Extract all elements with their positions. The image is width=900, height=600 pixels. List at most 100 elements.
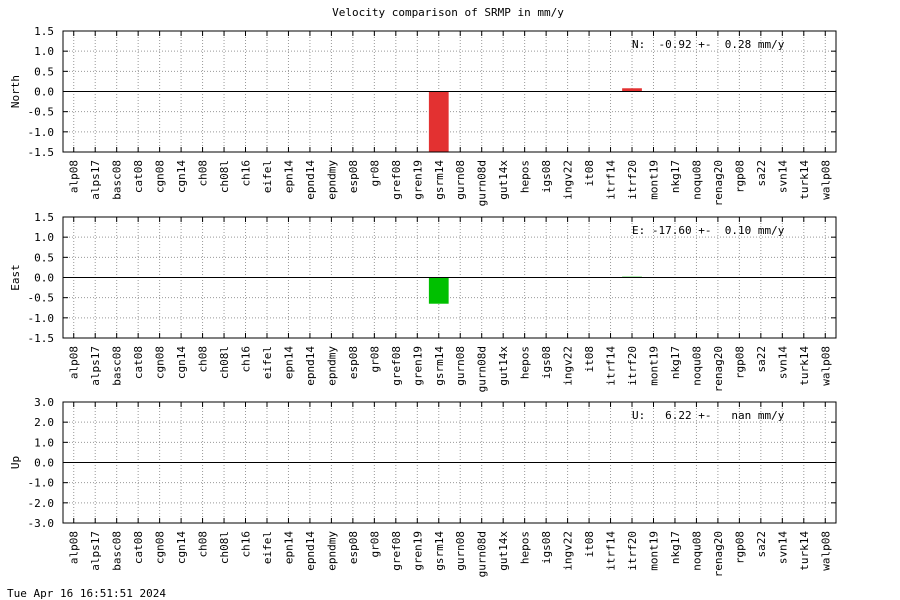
bar <box>428 91 449 152</box>
x-tick-label: alps17 <box>89 160 102 200</box>
panel: -1.5 -1.0 -0.5 0.0 0.5 1.0 1.5 alp08 alps17 basc0… <box>9 25 837 206</box>
x-tick-label: alp08 <box>68 531 81 564</box>
x-tick-label: cgn08 <box>154 160 167 193</box>
x-tick-label: turk14 <box>798 160 811 200</box>
x-tick-label: ch08 <box>197 346 210 373</box>
x-tick-label: hepos <box>519 346 532 379</box>
x-tick-label: gsrm14 <box>433 531 446 571</box>
x-tick-label: alp08 <box>68 346 81 379</box>
y-tick-label: -1.5 <box>28 332 55 345</box>
x-tick-label: epndmy <box>325 346 338 386</box>
x-tick-label: ch08 <box>197 160 210 187</box>
x-tick-label: ch08l <box>218 160 231 193</box>
x-tick-label: rgp08 <box>733 160 746 193</box>
y-tick-label: -3.0 <box>28 517 55 530</box>
y-tick-label: -1.5 <box>28 146 55 159</box>
x-tick-label: renag20 <box>712 531 725 577</box>
x-tick-label: gut14x <box>497 346 510 386</box>
x-tick-label: epn14 <box>282 531 295 564</box>
y-axis-label: East <box>9 264 22 291</box>
x-tick-label: hepos <box>519 160 532 193</box>
x-tick-label: gut14x <box>497 160 510 200</box>
y-tick-label: -1.0 <box>28 312 55 325</box>
x-tick-label: gr08 <box>368 346 381 373</box>
x-tick-label: walp08 <box>819 531 832 571</box>
x-tick-label: hepos <box>519 531 532 564</box>
x-tick-label: gref08 <box>390 160 403 200</box>
x-tick-label: gut14x <box>497 531 510 571</box>
x-tick-label: cat08 <box>132 160 145 193</box>
x-tick-label: cgn14 <box>175 346 188 379</box>
x-tick-label: gren19 <box>411 531 424 571</box>
x-tick-label: gurn08 <box>454 531 467 571</box>
x-tick-label: esp08 <box>347 160 360 193</box>
y-tick-label: 0.0 <box>34 86 54 99</box>
x-tick-label: cat08 <box>132 531 145 564</box>
y-tick-label: -2.0 <box>28 497 55 510</box>
x-tick-label: epn14 <box>282 160 295 193</box>
y-tick-label: -0.5 <box>28 106 55 119</box>
plot-frame <box>62 30 837 153</box>
y-tick-label: 1.5 <box>34 25 54 38</box>
x-tick-label: ch08 <box>197 531 210 558</box>
x-tick-label: sa22 <box>755 346 768 373</box>
x-tick-label: basc08 <box>111 346 124 386</box>
x-tick-label: ch16 <box>240 531 253 558</box>
x-tick-label: ch16 <box>240 346 253 373</box>
y-tick-label: 2.0 <box>34 416 54 429</box>
timestamp: Tue Apr 16 16:51:51 2024 <box>7 587 166 600</box>
x-tick-label: itrf20 <box>626 531 639 571</box>
x-tick-label: it08 <box>583 531 596 558</box>
x-tick-label: gr08 <box>368 160 381 187</box>
x-tick-label: gren19 <box>411 160 424 200</box>
chart-title: Velocity comparison of SRMP in mm/y <box>332 6 564 19</box>
x-tick-label: nkg17 <box>669 531 682 564</box>
x-tick-label: igs08 <box>540 346 553 379</box>
x-tick-label: itrf14 <box>605 160 618 200</box>
x-tick-label: esp08 <box>347 531 360 564</box>
y-tick-label: 0.0 <box>34 457 54 470</box>
x-tick-label: esp08 <box>347 346 360 379</box>
y-tick-label: 0.5 <box>34 251 54 264</box>
x-tick-label: ingv22 <box>562 160 575 200</box>
x-tick-label: cgn08 <box>154 346 167 379</box>
x-tick-label: eifel <box>261 346 274 379</box>
x-tick-label: epnd14 <box>304 346 317 386</box>
x-tick-label: svn14 <box>776 160 789 193</box>
x-tick-label: cgn14 <box>175 531 188 564</box>
x-tick-label: epnd14 <box>304 160 317 200</box>
x-tick-label: mont19 <box>647 160 660 200</box>
panel: -3.0 -2.0 -1.0 0.0 1.0 2.0 3.0 alp08 alps17 basc0… <box>9 396 837 577</box>
x-tick-label: eifel <box>261 531 274 564</box>
plot-frame <box>62 401 837 524</box>
x-tick-label: nkg17 <box>669 160 682 193</box>
y-tick-label: -1.0 <box>28 477 55 490</box>
x-tick-label: epn14 <box>282 346 295 379</box>
x-tick-label: gren19 <box>411 346 424 386</box>
x-tick-label: epndmy <box>325 531 338 571</box>
x-tick-label: noqu08 <box>690 346 703 386</box>
y-tick-label: 0.0 <box>34 272 54 285</box>
x-tick-label: it08 <box>583 346 596 373</box>
bar <box>622 88 642 92</box>
x-tick-label: ingv22 <box>562 531 575 571</box>
x-tick-label: gurn08d <box>476 346 489 392</box>
annotation: N: -0.92 +- 0.28 mm/y <box>632 38 785 51</box>
x-tick-label: epndmy <box>325 160 338 200</box>
bars <box>428 276 642 304</box>
y-tick-label: 1.0 <box>34 231 54 244</box>
y-tick-label: 0.5 <box>34 65 54 78</box>
x-tick-label: mont19 <box>647 346 660 386</box>
x-tick-label: mont19 <box>647 531 660 571</box>
y-tick-label: 1.0 <box>34 45 54 58</box>
x-tick-label: alps17 <box>89 531 102 571</box>
y-tick-label: 3.0 <box>34 396 54 409</box>
panel: -1.5 -1.0 -0.5 0.0 0.5 1.0 1.5 alp08 alps17 basc0… <box>9 211 837 392</box>
x-tick-label: renag20 <box>712 346 725 392</box>
x-tick-label: sa22 <box>755 160 768 187</box>
y-tick-label: -0.5 <box>28 292 55 305</box>
bar <box>428 277 449 304</box>
annotation: U: 6.22 +- nan mm/y <box>632 409 785 422</box>
x-tick-label: itrf14 <box>605 531 618 571</box>
